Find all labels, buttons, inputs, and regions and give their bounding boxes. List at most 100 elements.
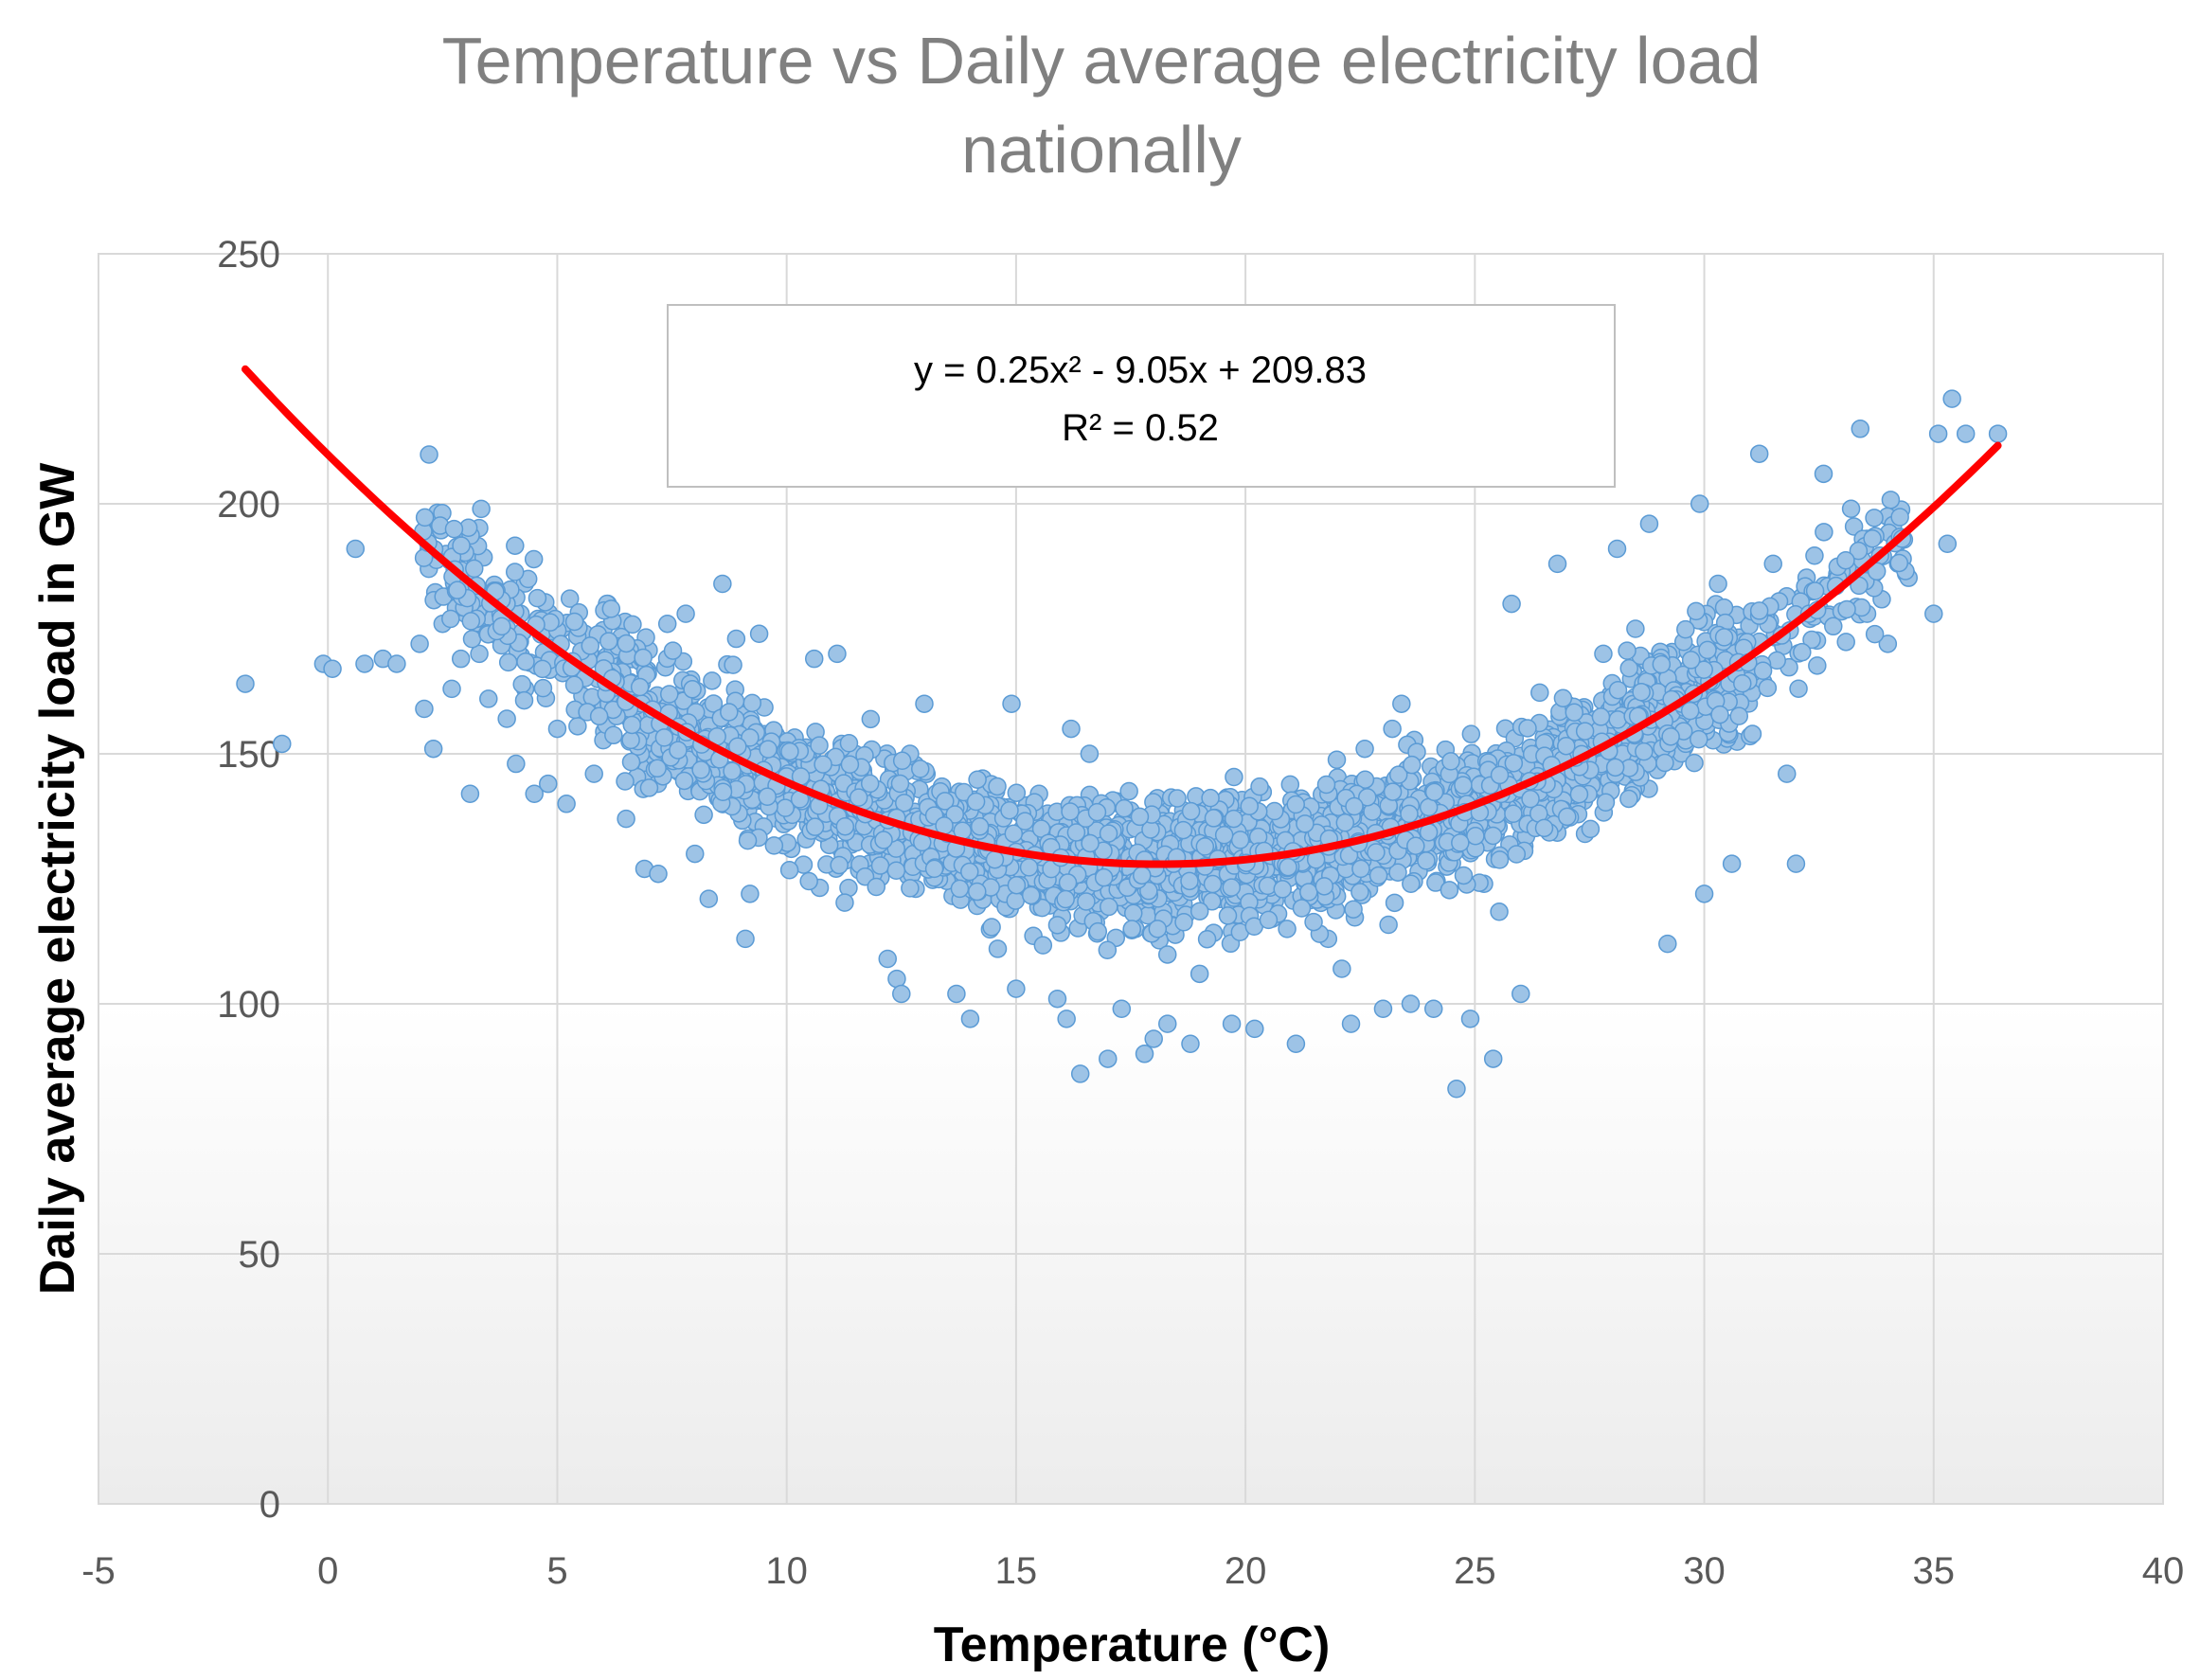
data-point bbox=[1694, 885, 1714, 903]
data-point bbox=[741, 885, 760, 903]
data-point bbox=[830, 855, 849, 875]
data-point bbox=[1123, 903, 1143, 923]
data-point bbox=[1661, 727, 1680, 746]
data-point bbox=[1507, 845, 1527, 864]
data-point bbox=[1490, 903, 1509, 921]
data-point bbox=[860, 774, 880, 794]
data-point bbox=[1139, 881, 1158, 901]
data-point bbox=[1099, 824, 1118, 843]
data-point bbox=[1878, 634, 1898, 653]
data-point bbox=[420, 445, 438, 464]
data-point bbox=[1015, 812, 1035, 831]
data-point bbox=[1087, 802, 1107, 822]
data-point bbox=[988, 939, 1008, 958]
data-point bbox=[1401, 994, 1421, 1013]
data-point bbox=[1594, 644, 1613, 664]
data-point bbox=[442, 679, 461, 699]
data-point bbox=[804, 649, 824, 669]
data-point bbox=[617, 634, 636, 653]
data-point bbox=[985, 849, 1005, 869]
data-point bbox=[1626, 619, 1645, 638]
data-point bbox=[1714, 628, 1734, 647]
data-point bbox=[1273, 880, 1292, 899]
data-point bbox=[1351, 859, 1370, 879]
data-point bbox=[1786, 854, 1806, 873]
data-point bbox=[236, 674, 255, 693]
data-point bbox=[1265, 801, 1284, 821]
data-point bbox=[1635, 742, 1654, 761]
data-point bbox=[1368, 866, 1388, 885]
data-point bbox=[589, 706, 609, 726]
data-point bbox=[1440, 881, 1459, 900]
data-point bbox=[886, 861, 906, 880]
data-point bbox=[1694, 660, 1713, 679]
data-point bbox=[799, 871, 818, 891]
data-point bbox=[742, 693, 762, 713]
data-point bbox=[741, 728, 760, 747]
data-point bbox=[1676, 619, 1695, 639]
data-point bbox=[648, 759, 667, 778]
data-point bbox=[1292, 899, 1312, 918]
data-points bbox=[236, 389, 2008, 1099]
data-point bbox=[686, 844, 705, 864]
data-point bbox=[1222, 878, 1242, 897]
data-point bbox=[1181, 801, 1201, 821]
data-point bbox=[1565, 703, 1584, 723]
x-tick-label: 25 bbox=[1454, 1550, 1496, 1592]
data-point bbox=[1047, 916, 1067, 935]
data-point bbox=[1174, 913, 1193, 932]
data-point bbox=[1250, 777, 1269, 796]
data-point bbox=[547, 719, 567, 739]
data-point bbox=[1066, 823, 1086, 842]
data-point bbox=[1081, 833, 1100, 853]
data-point bbox=[621, 752, 641, 772]
data-point bbox=[1553, 688, 1573, 708]
data-point bbox=[524, 549, 544, 569]
data-point bbox=[861, 709, 881, 729]
data-point bbox=[599, 632, 618, 651]
data-point bbox=[444, 519, 464, 539]
data-point bbox=[1815, 523, 1833, 542]
data-point bbox=[451, 649, 471, 669]
data-point bbox=[1733, 673, 1752, 693]
data-point bbox=[1837, 599, 1856, 619]
data-point bbox=[1032, 898, 1052, 918]
data-point bbox=[1763, 554, 1782, 574]
data-point bbox=[622, 715, 642, 735]
data-point bbox=[516, 652, 535, 671]
data-point bbox=[726, 629, 746, 649]
data-point bbox=[1002, 694, 1021, 713]
data-point bbox=[1639, 514, 1659, 533]
data-point bbox=[623, 615, 642, 634]
data-point bbox=[639, 778, 659, 797]
data-point bbox=[506, 536, 525, 555]
data-point bbox=[1690, 729, 1708, 749]
data-point bbox=[533, 678, 553, 698]
data-point bbox=[1454, 776, 1473, 795]
data-point bbox=[910, 760, 930, 778]
data-point bbox=[1928, 424, 1948, 443]
data-point bbox=[1007, 783, 1027, 802]
data-point bbox=[870, 856, 890, 875]
data-point bbox=[560, 589, 580, 608]
data-point bbox=[1335, 813, 1355, 832]
y-tick-label: 100 bbox=[217, 984, 280, 1026]
data-point bbox=[514, 690, 534, 710]
data-point bbox=[1280, 775, 1300, 795]
y-tick-label: 50 bbox=[239, 1234, 281, 1276]
data-point bbox=[1619, 658, 1638, 678]
data-point bbox=[780, 742, 799, 761]
data-point bbox=[1802, 630, 1821, 650]
data-point bbox=[676, 604, 695, 623]
data-point bbox=[1652, 654, 1672, 674]
data-point bbox=[528, 588, 547, 608]
data-point bbox=[1299, 883, 1318, 902]
data-point bbox=[1122, 920, 1141, 938]
data-point bbox=[1890, 508, 1909, 527]
data-point bbox=[1278, 920, 1297, 938]
data-point bbox=[1157, 945, 1177, 964]
data-point bbox=[713, 574, 732, 594]
data-point bbox=[1400, 804, 1419, 824]
data-point bbox=[1345, 796, 1364, 816]
data-point bbox=[683, 680, 702, 699]
